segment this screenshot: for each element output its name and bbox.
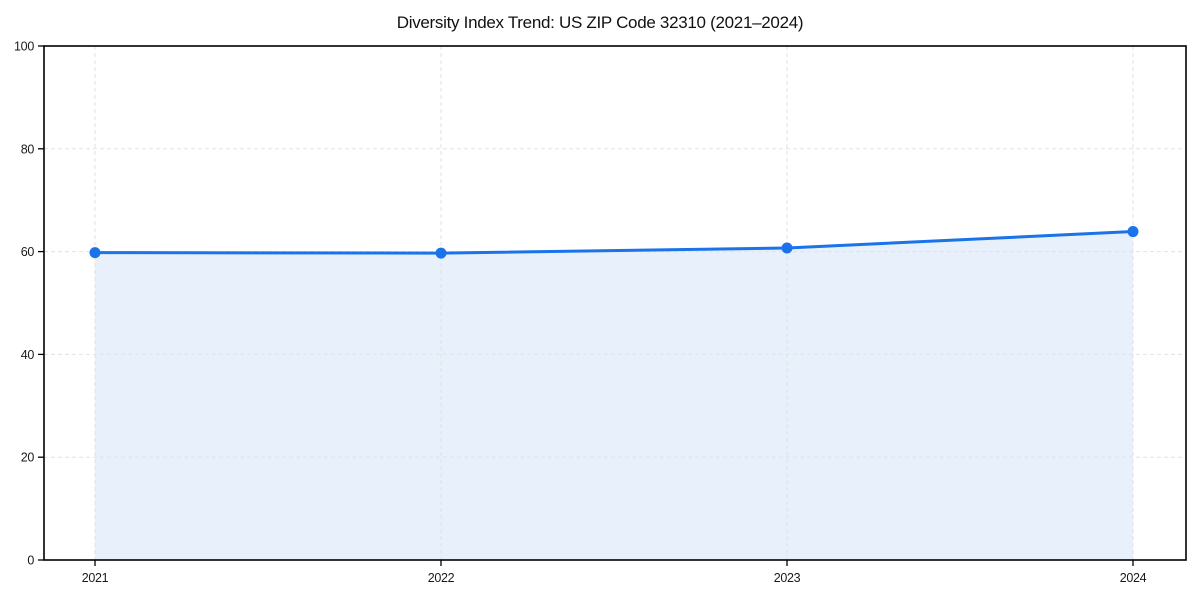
- plot-border: [43, 45, 1187, 561]
- area-fill: [95, 231, 1133, 560]
- y-axis-tick-label: 80: [21, 142, 35, 156]
- y-axis-tick-label: 20: [21, 451, 35, 465]
- y-axis-tick-label: 40: [21, 348, 35, 362]
- y-axis-tick-label: 0: [27, 554, 34, 568]
- y-axis-tick-label: 60: [21, 245, 35, 259]
- chart-title: Diversity Index Trend: US ZIP Code 32310…: [396, 13, 804, 32]
- trend-line: [93, 230, 1135, 255]
- data-point-marker: [781, 242, 793, 254]
- x-axis-tick-label: 2024: [1120, 571, 1147, 585]
- y-axis-tick-label: 100: [14, 40, 34, 54]
- data-point-marker: [89, 247, 101, 259]
- data-point-marker: [435, 247, 447, 259]
- x-axis-tick-label: 2022: [428, 571, 455, 585]
- data-point-marker: [1127, 226, 1139, 238]
- x-axis-tick-label: 2023: [774, 571, 801, 585]
- x-axis-tick-label: 2021: [82, 571, 109, 585]
